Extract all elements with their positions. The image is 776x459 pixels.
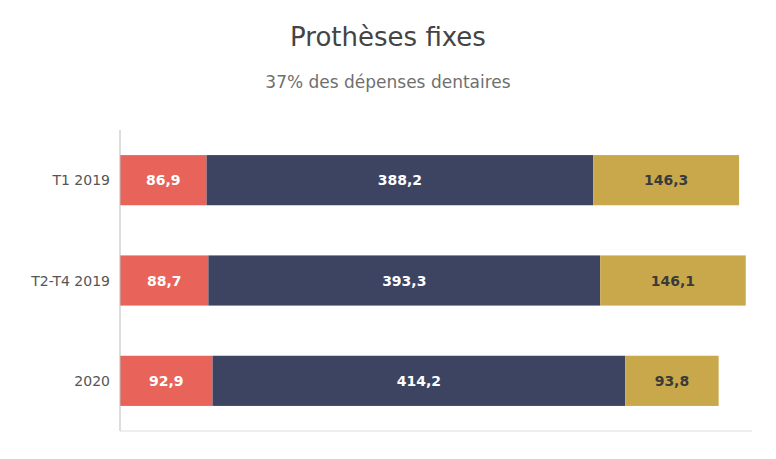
- data-label: 92,9: [149, 373, 184, 389]
- data-labels: 86,9 388,2 146,3 88,7 393,3 146,1 92,9 414,2 93,…: [146, 172, 695, 389]
- bar-segment: [207, 155, 594, 205]
- data-label: 88,7: [147, 273, 182, 289]
- chart-subtitle: 37% des dépenses dentaires: [265, 72, 510, 92]
- category-label: T2-T4 2019: [30, 273, 110, 289]
- chart-container: Prothèses fixes 37% des dépenses dentaire…: [0, 0, 776, 459]
- bar-segment: [600, 255, 746, 305]
- chart-svg: Prothèses fixes 37% des dépenses dentaire…: [0, 0, 776, 459]
- bar-segment: [120, 356, 213, 406]
- data-label: 93,8: [655, 373, 690, 389]
- data-label: 393,3: [382, 273, 426, 289]
- data-label: 388,2: [378, 172, 422, 188]
- bar-segment: [213, 356, 626, 406]
- chart-title: Prothèses fixes: [290, 22, 486, 52]
- category-label: 2020: [74, 373, 110, 389]
- x-axis-line: [120, 431, 752, 432]
- bar-segment: [120, 255, 208, 305]
- data-label: 146,1: [651, 273, 695, 289]
- y-axis-line: [120, 130, 121, 431]
- bar-segment: [593, 155, 739, 205]
- bar-segment: [120, 155, 207, 205]
- bar-segment: [625, 356, 718, 406]
- category-label: T1 2019: [51, 172, 110, 188]
- data-label: 146,3: [644, 172, 688, 188]
- data-label: 414,2: [397, 373, 441, 389]
- axes: T1 2019 T2-T4 2019 2020: [30, 130, 752, 431]
- bars: [120, 155, 746, 406]
- data-label: 86,9: [146, 172, 181, 188]
- bar-segment: [208, 255, 600, 305]
